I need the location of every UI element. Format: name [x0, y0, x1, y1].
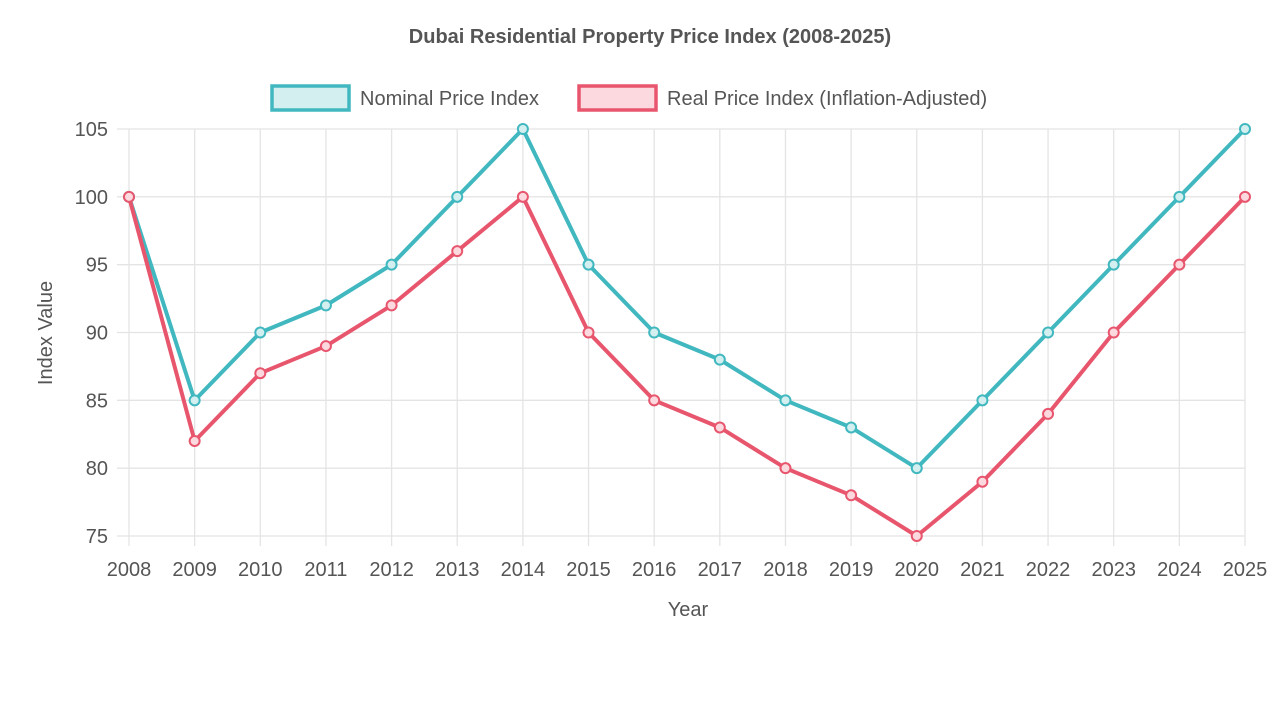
x-tick-label: 2024 — [1157, 559, 1202, 581]
data-point[interactable] — [1239, 123, 1251, 135]
y-axis-ticks: 75 80 85 90 95 100 105 — [75, 119, 108, 548]
data-point[interactable] — [1173, 258, 1186, 271]
data-point[interactable] — [319, 299, 332, 312]
series-real — [123, 190, 1251, 542]
data-point[interactable] — [385, 299, 398, 312]
x-tick-label: 2023 — [1091, 559, 1136, 581]
x-tick-label: 2015 — [566, 559, 611, 581]
data-point[interactable] — [648, 394, 661, 407]
legend-item-nominal[interactable]: Nominal Price Index — [270, 84, 539, 112]
x-tick-label: 2012 — [369, 559, 414, 581]
chart-title: Dubai Residential Property Price Index (… — [409, 26, 891, 48]
series-nominal — [123, 123, 1251, 475]
x-tick-label: 2017 — [698, 559, 743, 581]
x-tick-label: 2020 — [895, 559, 940, 581]
data-point[interactable] — [188, 435, 201, 448]
data-point[interactable] — [123, 190, 135, 203]
series-group — [123, 123, 1251, 542]
x-tick-label: 2025 — [1223, 559, 1268, 581]
legend: Nominal Price Index Real Price Index (In… — [270, 84, 987, 112]
data-point[interactable] — [254, 367, 267, 380]
data-point[interactable] — [1239, 190, 1251, 203]
y-tick-label: 105 — [75, 119, 108, 141]
data-point[interactable] — [1107, 258, 1120, 271]
data-point[interactable] — [910, 462, 923, 475]
series-line — [127, 127, 1247, 471]
y-tick-label: 80 — [86, 458, 108, 480]
data-point[interactable] — [648, 326, 661, 339]
x-tick-label: 2013 — [435, 559, 480, 581]
data-point[interactable] — [451, 190, 464, 203]
legend-label-real: Real Price Index (Inflation-Adjusted) — [667, 88, 987, 110]
series-line — [127, 194, 1247, 538]
data-point[interactable] — [582, 326, 595, 339]
data-point[interactable] — [1173, 190, 1186, 203]
data-point[interactable] — [976, 394, 989, 407]
data-point[interactable] — [713, 421, 726, 434]
x-axis-label: Year — [668, 599, 709, 621]
y-tick-label: 95 — [86, 255, 108, 277]
data-point[interactable] — [516, 190, 529, 203]
legend-swatch-real — [577, 84, 658, 112]
x-tick-label: 2014 — [501, 559, 546, 581]
data-point[interactable] — [582, 258, 595, 271]
y-tick-label: 100 — [75, 187, 108, 209]
data-point[interactable] — [451, 245, 464, 258]
x-tick-label: 2010 — [238, 559, 283, 581]
y-axis-label: Index Value — [35, 281, 57, 385]
x-tick-label: 2016 — [632, 559, 677, 581]
legend-swatch-nominal — [270, 84, 351, 112]
data-point[interactable] — [779, 462, 792, 475]
data-point[interactable] — [1042, 407, 1055, 420]
legend-label-nominal: Nominal Price Index — [360, 88, 539, 110]
legend-item-real[interactable]: Real Price Index (Inflation-Adjusted) — [577, 84, 987, 112]
y-tick-label: 90 — [86, 323, 108, 345]
x-tick-label: 2022 — [1026, 559, 1071, 581]
x-tick-label: 2019 — [829, 559, 874, 581]
data-point[interactable] — [845, 489, 858, 502]
data-point[interactable] — [516, 123, 529, 135]
x-tick-label: 2011 — [304, 559, 347, 581]
data-point[interactable] — [713, 353, 726, 366]
data-point[interactable] — [845, 421, 858, 434]
x-tick-label: 2009 — [172, 559, 217, 581]
data-point[interactable] — [1107, 326, 1120, 339]
x-tick-label: 2018 — [763, 559, 808, 581]
data-point[interactable] — [779, 394, 792, 407]
data-point[interactable] — [976, 475, 989, 488]
data-point[interactable] — [188, 394, 201, 407]
data-point[interactable] — [910, 530, 923, 542]
grid — [117, 128, 1246, 546]
y-tick-label: 75 — [86, 526, 108, 548]
data-point[interactable] — [254, 326, 267, 339]
x-tick-label: 2021 — [960, 559, 1005, 581]
x-tick-label: 2008 — [107, 559, 152, 581]
x-axis-ticks: 2008 2009 2010 2011 2012 2013 2014 2015 2016 2017… — [107, 559, 1268, 581]
y-tick-label: 85 — [86, 390, 108, 412]
data-point[interactable] — [1042, 326, 1055, 339]
data-point[interactable] — [319, 340, 332, 353]
data-point[interactable] — [385, 258, 398, 271]
